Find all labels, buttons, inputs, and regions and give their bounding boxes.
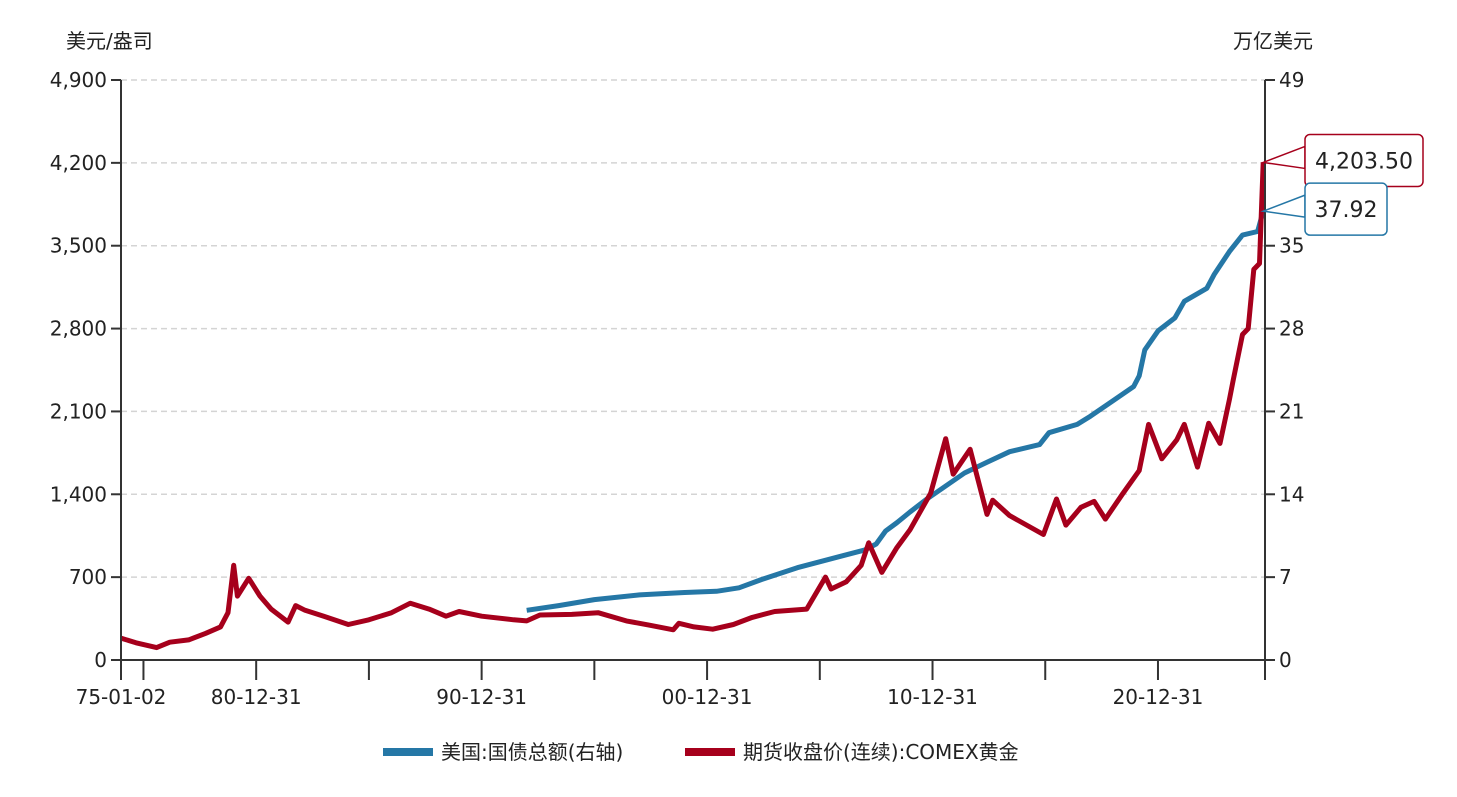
left-tick-label: 3,500 xyxy=(50,234,107,258)
legend-swatch xyxy=(383,748,433,756)
left-tick-label: 2,100 xyxy=(50,399,107,423)
x-tick-label: 90-12-31 xyxy=(436,685,527,709)
x-tick-label: 00-12-31 xyxy=(662,685,753,709)
left-tick-label: 2,800 xyxy=(50,317,107,341)
series-line xyxy=(121,162,1263,647)
x-tick-label: 75-01-02 xyxy=(76,685,167,709)
end-labels: 4,203.50 37.92 xyxy=(1263,134,1423,235)
right-tick-label: 7 xyxy=(1279,565,1292,589)
legend-label: 美国:国债总额(右轴) xyxy=(441,740,623,764)
right-tick-label: 49 xyxy=(1279,68,1304,92)
callout-pointer xyxy=(1263,195,1305,217)
left-tick-label: 700 xyxy=(69,565,107,589)
left-tick-label: 4,900 xyxy=(50,68,107,92)
right-axis-unit: 万亿美元 xyxy=(1233,29,1313,53)
left-tick-label: 0 xyxy=(94,648,107,672)
x-tick-label: 80-12-31 xyxy=(211,685,302,709)
legend-swatch xyxy=(685,748,735,756)
axes: 0 700 1,400 2,100 2,800 3,500 4,200 4,900 0 7 14 21… xyxy=(50,68,1305,709)
legend-label: 期货收盘价(连续):COMEX黄金 xyxy=(743,740,1019,764)
left-axis-unit: 美元/盎司 xyxy=(66,29,153,53)
right-tick-label: 35 xyxy=(1279,234,1304,258)
x-tick-label: 10-12-31 xyxy=(887,685,978,709)
left-tick-label: 4,200 xyxy=(50,151,107,175)
legend: 美国:国债总额(右轴) 期货收盘价(连续):COMEX黄金 xyxy=(383,740,1019,764)
right-tick-label: 28 xyxy=(1279,317,1304,341)
right-tick-label: 0 xyxy=(1279,648,1292,672)
x-tick-label: 20-12-31 xyxy=(1113,685,1204,709)
left-tick-label: 1,400 xyxy=(50,482,107,506)
callout-pointer xyxy=(1263,146,1305,168)
end-value-label: 37.92 xyxy=(1315,198,1378,223)
series-lines xyxy=(121,162,1263,647)
right-tick-label: 14 xyxy=(1279,482,1304,506)
right-tick-label: 21 xyxy=(1279,399,1304,423)
end-value-label: 4,203.50 xyxy=(1315,149,1413,174)
